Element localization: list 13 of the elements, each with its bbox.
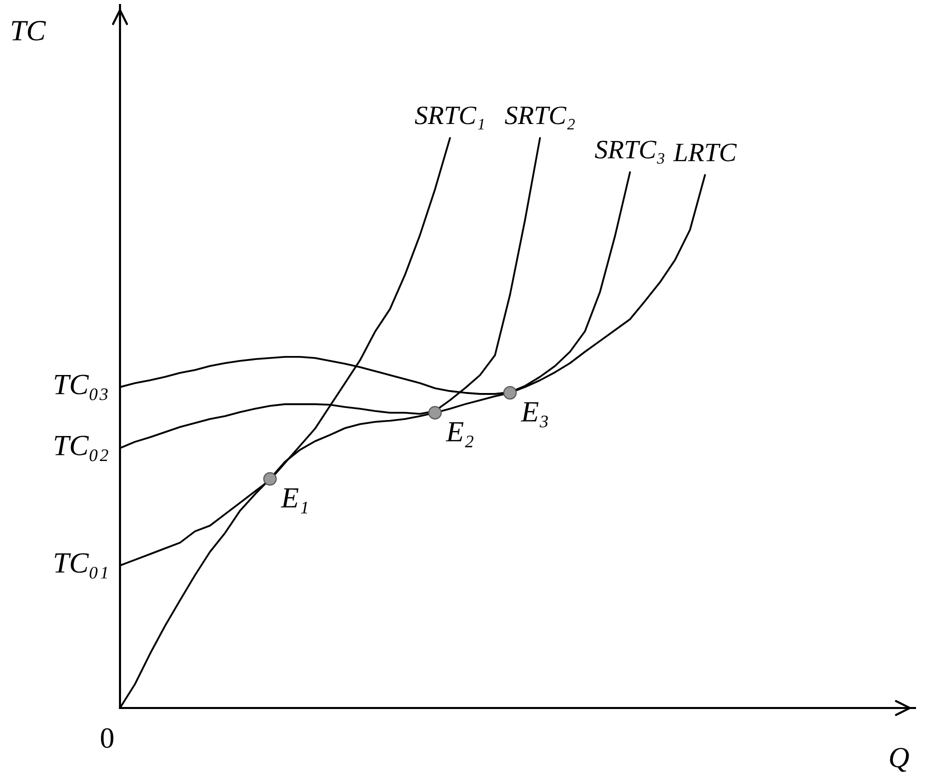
annotation: E₁ <box>280 488 308 514</box>
series-label: LRTC <box>673 144 737 162</box>
text: 0 <box>100 728 114 748</box>
series-label: SRTC₂ <box>504 106 575 130</box>
text: Q <box>890 748 909 772</box>
text: TC₀₂ <box>54 436 108 462</box>
text: TC₀₃ <box>54 374 108 400</box>
y-axis-title: TC <box>12 20 46 41</box>
text: TC₀₁ <box>54 553 107 579</box>
annotation: E₂ <box>446 422 474 448</box>
series-label: SRTC₃ <box>594 140 664 164</box>
annotation: E₃ <box>520 402 548 428</box>
series-label: SRTC₁ <box>414 106 484 130</box>
